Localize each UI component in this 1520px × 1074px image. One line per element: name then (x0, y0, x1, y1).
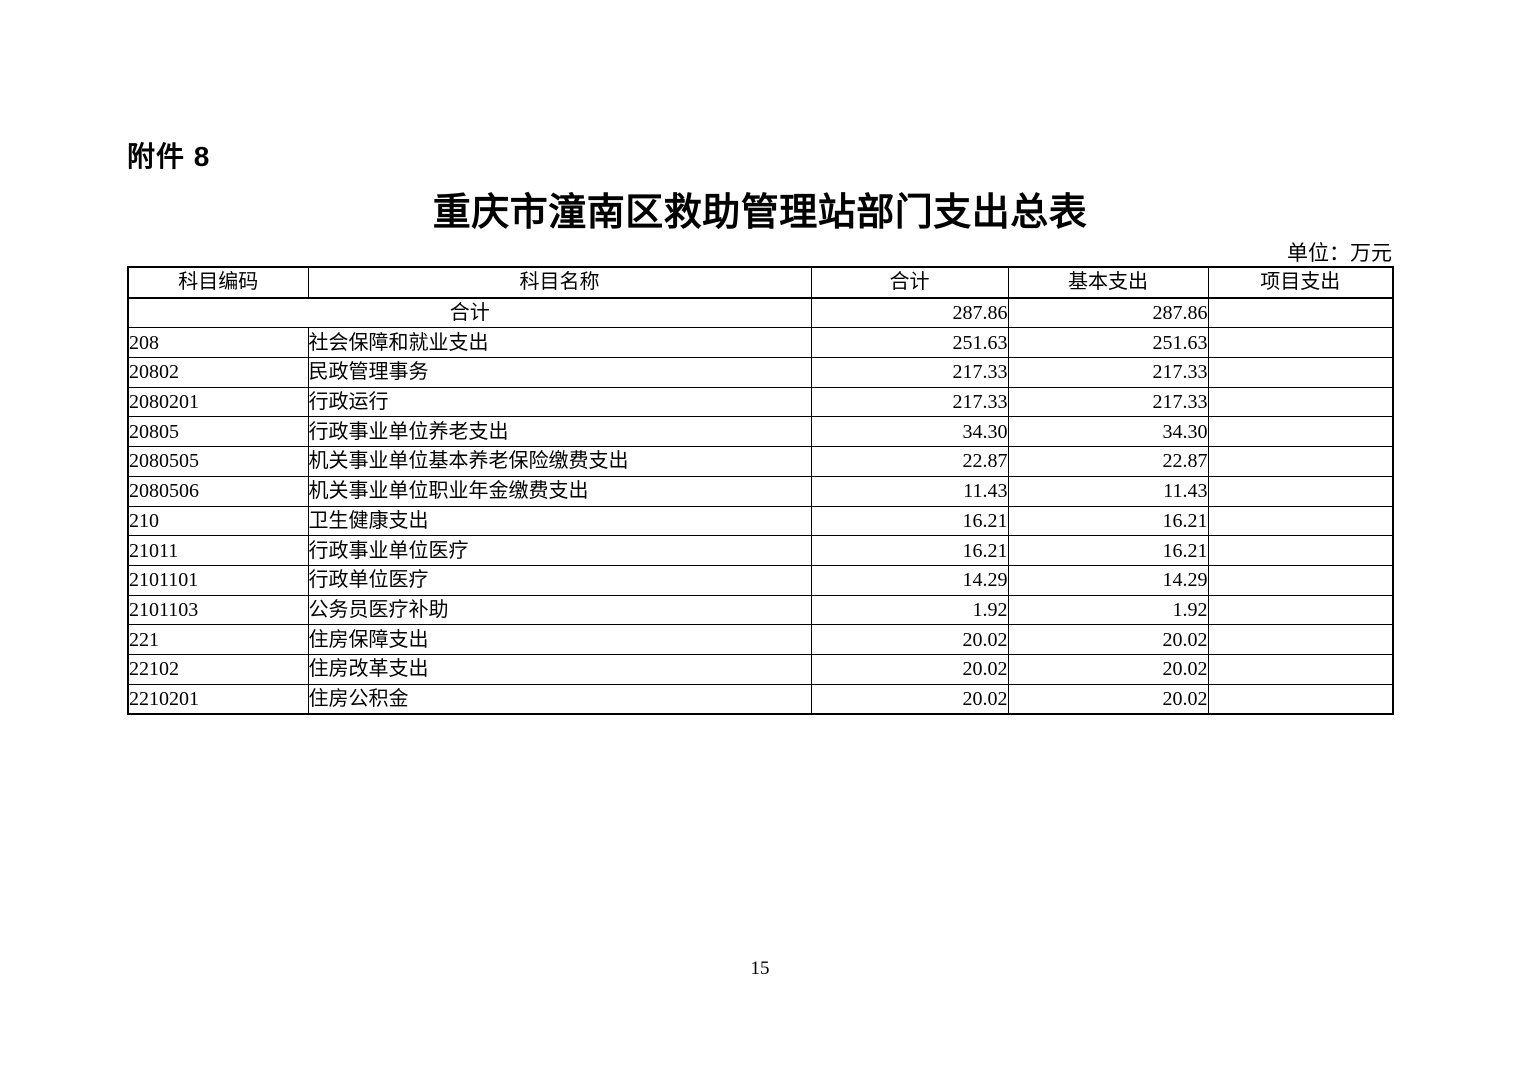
expenditure-table: 科目编码 科目名称 合计 基本支出 项目支出 合计 287.86 287.86 … (127, 266, 1394, 716)
table-row: 20802 民政管理事务 217.33 217.33 (127, 357, 1394, 388)
cell-code: 2080506 (127, 475, 309, 507)
table-header-row: 科目编码 科目名称 合计 基本支出 项目支出 (127, 266, 1394, 299)
cell-name: 住房公积金 (307, 683, 812, 715)
cell-basic: 20.02 (1007, 683, 1209, 715)
cell-project (1207, 357, 1394, 388)
cell-total: 287.86 (810, 297, 1009, 329)
cell-basic: 34.30 (1007, 416, 1209, 448)
cell-project (1207, 564, 1394, 596)
cell-basic: 20.02 (1007, 624, 1209, 655)
cell-project (1207, 327, 1394, 359)
cell-basic: 16.21 (1007, 505, 1209, 537)
cell-basic: 20.02 (1007, 653, 1209, 685)
cell-total: 16.21 (810, 535, 1009, 566)
cell-total: 22.87 (810, 446, 1009, 477)
cell-name: 民政管理事务 (307, 357, 812, 388)
attachment-label: 附件 8 (127, 141, 211, 172)
cell-total: 34.30 (810, 416, 1009, 448)
cell-project (1207, 653, 1394, 685)
cell-name: 行政单位医疗 (307, 564, 812, 596)
col-header-subject-name: 科目名称 (307, 266, 812, 299)
cell-basic: 217.33 (1007, 357, 1209, 388)
table-row: 22102 住房改革支出 20.02 20.02 (127, 653, 1394, 685)
table-row: 20805 行政事业单位养老支出 34.30 34.30 (127, 416, 1394, 448)
cell-name: 机关事业单位职业年金缴费支出 (307, 475, 812, 507)
col-header-total: 合计 (810, 266, 1009, 299)
col-header-basic-expenditure: 基本支出 (1007, 266, 1209, 299)
col-header-subject-code: 科目编码 (127, 266, 309, 299)
table-row: 2210201 住房公积金 20.02 20.02 (127, 683, 1394, 715)
cell-project (1207, 505, 1394, 537)
cell-name: 住房改革支出 (307, 653, 812, 685)
cell-basic: 1.92 (1007, 594, 1209, 626)
cell-total: 217.33 (810, 386, 1009, 418)
cell-basic: 14.29 (1007, 564, 1209, 596)
cell-project (1207, 475, 1394, 507)
cell-basic: 16.21 (1007, 535, 1209, 566)
cell-code: 221 (127, 624, 309, 655)
cell-code: 22102 (127, 653, 309, 685)
cell-name: 行政事业单位养老支出 (307, 416, 812, 448)
table-row: 2080201 行政运行 217.33 217.33 (127, 386, 1394, 418)
cell-name: 住房保障支出 (307, 624, 812, 655)
cell-code: 2101101 (127, 564, 309, 596)
cell-project (1207, 624, 1394, 655)
cell-code: 2101103 (127, 594, 309, 626)
page-number: 15 (750, 958, 770, 979)
cell-basic: 251.63 (1007, 327, 1209, 359)
table-row: 2080506 机关事业单位职业年金缴费支出 11.43 11.43 (127, 475, 1394, 507)
cell-name: 机关事业单位基本养老保险缴费支出 (307, 446, 812, 477)
cell-code: 208 (127, 327, 309, 359)
cell-project (1207, 594, 1394, 626)
cell-code: 2080201 (127, 386, 309, 418)
cell-total: 20.02 (810, 683, 1009, 715)
cell-basic: 287.86 (1007, 297, 1209, 329)
cell-project (1207, 416, 1394, 448)
table-row: 221 住房保障支出 20.02 20.02 (127, 624, 1394, 655)
cell-project (1207, 535, 1394, 566)
cell-basic: 22.87 (1007, 446, 1209, 477)
cell-total: 217.33 (810, 357, 1009, 388)
cell-name: 社会保障和就业支出 (307, 327, 812, 359)
cell-project (1207, 297, 1394, 329)
cell-total: 251.63 (810, 327, 1009, 359)
table-row: 2080505 机关事业单位基本养老保险缴费支出 22.87 22.87 (127, 446, 1394, 477)
table-row: 208 社会保障和就业支出 251.63 251.63 (127, 327, 1394, 359)
cell-total: 20.02 (810, 624, 1009, 655)
cell-code: 2210201 (127, 683, 309, 715)
cell-name: 行政运行 (307, 386, 812, 418)
table-row: 210 卫生健康支出 16.21 16.21 (127, 505, 1394, 537)
table-row: 2101101 行政单位医疗 14.29 14.29 (127, 564, 1394, 596)
cell-code: 20802 (127, 357, 309, 388)
cell-name: 行政事业单位医疗 (307, 535, 812, 566)
cell-project (1207, 386, 1394, 418)
page-title: 重庆市潼南区救助管理站部门支出总表 (432, 192, 1088, 234)
cell-name: 公务员医疗补助 (307, 594, 812, 626)
unit-note: 单位：万元 (1287, 241, 1392, 265)
cell-total: 11.43 (810, 475, 1009, 507)
cell-total: 1.92 (810, 594, 1009, 626)
col-header-project-expenditure: 项目支出 (1207, 266, 1394, 299)
cell-total: 14.29 (810, 564, 1009, 596)
cell-total: 20.02 (810, 653, 1009, 685)
cell-name: 卫生健康支出 (307, 505, 812, 537)
cell-project (1207, 683, 1394, 715)
cell-total: 16.21 (810, 505, 1009, 537)
cell-code: 21011 (127, 535, 309, 566)
table-total-row: 合计 287.86 287.86 (127, 297, 1394, 329)
cell-code: 20805 (127, 416, 309, 448)
cell-project (1207, 446, 1394, 477)
cell-total-label: 合计 (127, 297, 812, 329)
table-row: 21011 行政事业单位医疗 16.21 16.21 (127, 535, 1394, 566)
table-row: 2101103 公务员医疗补助 1.92 1.92 (127, 594, 1394, 626)
cell-code: 210 (127, 505, 309, 537)
cell-basic: 217.33 (1007, 386, 1209, 418)
cell-code: 2080505 (127, 446, 309, 477)
cell-basic: 11.43 (1007, 475, 1209, 507)
